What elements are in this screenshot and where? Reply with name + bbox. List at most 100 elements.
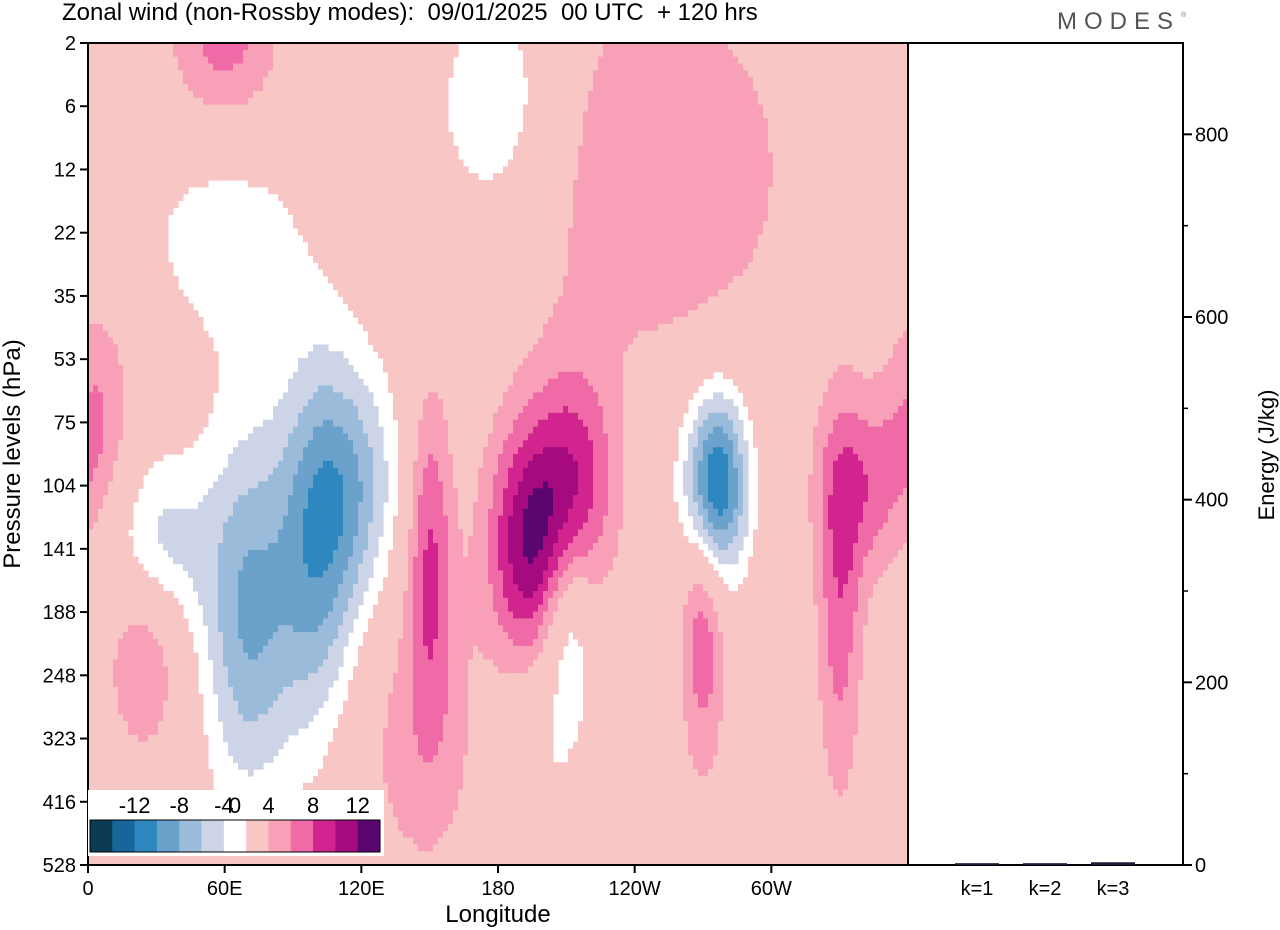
heatmap-cell [608,269,614,277]
heatmap-cell [833,262,839,270]
heatmap-cell [603,186,609,195]
heatmap-cell [303,132,309,140]
heatmap-cell [828,125,834,133]
heatmap-cell [153,145,159,154]
heatmap-cell [823,56,829,65]
heatmap-cell [313,234,319,243]
heatmap-cell [798,49,804,58]
heatmap-cell [688,152,694,161]
heatmap-cell [653,255,659,263]
heatmap-cell [423,145,429,154]
heatmap-cell [98,180,104,188]
heatmap-cell [483,248,489,256]
heatmap-cell [778,234,784,243]
heatmap-cell [238,145,244,154]
heatmap-cell [243,77,249,85]
heatmap-cell [273,118,279,126]
heatmap-cell [568,186,574,195]
heatmap-cell [868,234,874,243]
heatmap-cell [93,70,99,78]
heatmap-cell [328,104,334,113]
heatmap-cell [333,43,339,51]
heatmap-cell [663,269,669,277]
heatmap-cell [433,111,439,119]
heatmap-cell [143,43,149,51]
heatmap-cell [98,275,104,284]
heatmap-cell [573,111,579,119]
heatmap-cell [798,221,804,229]
heatmap-cell [398,262,404,270]
heatmap-cell [868,269,874,277]
heatmap-cell [383,173,389,181]
heatmap-cell [633,262,639,270]
heatmap-cell [448,221,454,229]
heatmap-cell [743,84,749,92]
heatmap-cell [363,234,369,243]
heatmap-cell [588,125,594,133]
heatmap-cell [368,49,374,58]
heatmap-cell [678,200,684,208]
heatmap-cell [428,63,434,71]
heatmap-cell [548,248,554,256]
heatmap-cell [623,159,629,167]
heatmap-cell [868,77,874,85]
heatmap-cell [433,234,439,243]
heatmap-cell [353,193,359,202]
heatmap-cell [458,186,464,195]
heatmap-cell [823,193,829,202]
heatmap-cell [288,186,294,195]
heatmap-cell [653,186,659,195]
heatmap-cell [343,132,349,140]
heatmap-cell [603,255,609,263]
heatmap-cell [113,255,119,263]
heatmap-cell [428,125,434,133]
heatmap-cell [748,269,754,277]
heatmap-cell [738,104,744,113]
heatmap-cell [673,193,679,202]
heatmap-cell [258,118,264,126]
heatmap-cell [723,159,729,167]
heatmap-cell [758,152,764,161]
heatmap-cell [543,84,549,92]
heatmap-cell [323,90,329,99]
heatmap-cell [898,132,904,140]
heatmap-cell [133,248,139,256]
heatmap-cell [153,125,159,133]
heatmap-cell [88,180,94,188]
heatmap-cell [713,186,719,195]
heatmap-cell [378,255,384,263]
heatmap-cell [158,234,164,243]
heatmap-cell [113,77,119,85]
heatmap-cell [223,152,229,161]
heatmap-cell [233,166,239,174]
heatmap-cell [718,173,724,181]
heatmap-cell [358,125,364,133]
heatmap-cell [888,262,894,270]
heatmap-cell [538,193,544,202]
heatmap-cell [213,145,219,154]
heatmap-cell [843,77,849,85]
heatmap-cell [328,118,334,126]
heatmap-cell [663,248,669,256]
heatmap-cell [598,125,604,133]
heatmap-cell [88,84,94,92]
heatmap-cell [633,132,639,140]
heatmap-cell [838,56,844,65]
heatmap-cell [558,118,564,126]
heatmap-cell [203,159,209,167]
heatmap-cell [778,248,784,256]
heatmap-cell [563,200,569,208]
heatmap-cell [308,84,314,92]
heatmap-cell [623,193,629,202]
heatmap-cell [538,262,544,270]
heatmap-cell [838,214,844,222]
heatmap-cell [428,104,434,113]
heatmap-cell [898,180,904,188]
heatmap-cell [628,269,634,277]
heatmap-cell [528,77,534,85]
heatmap-cell [518,132,524,140]
heatmap-cell [688,159,694,167]
heatmap-cell [783,152,789,161]
heatmap-cell [368,111,374,119]
heatmap-cell [818,152,824,161]
